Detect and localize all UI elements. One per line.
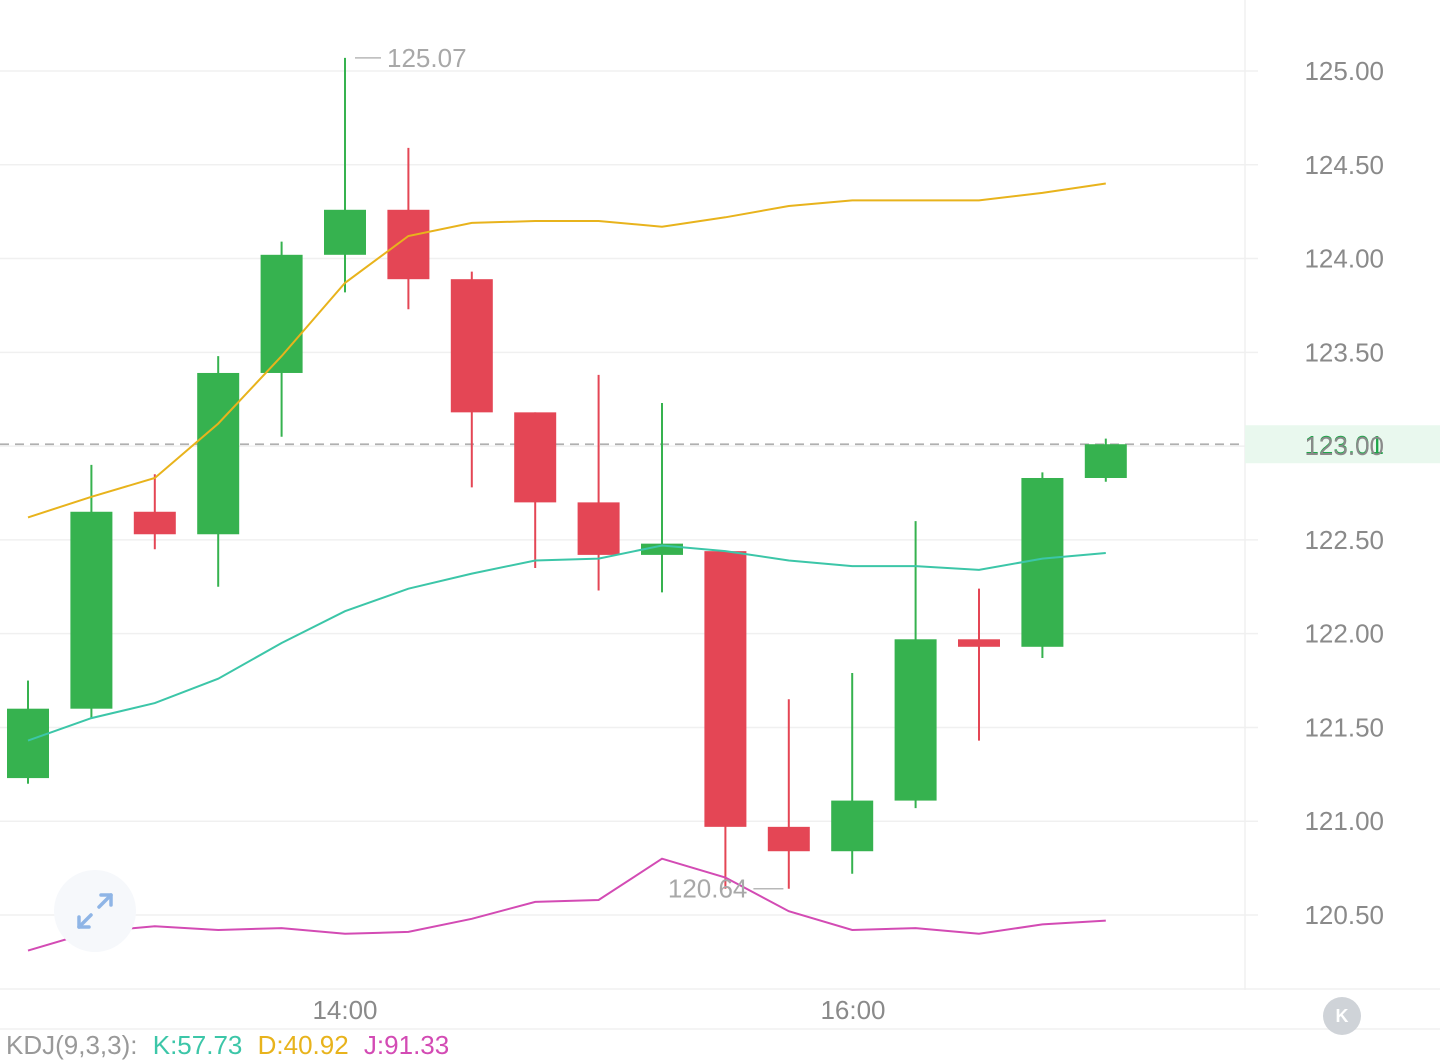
candle-down xyxy=(767,699,810,889)
price-tick-label: 123.50 xyxy=(1304,337,1384,367)
candle-body xyxy=(577,502,620,555)
time-axis: 14:00 16:00 xyxy=(312,995,885,1025)
expand-arrows-icon xyxy=(77,893,113,929)
candle-up xyxy=(324,57,366,293)
candle-down xyxy=(704,551,747,889)
current-price-line: 123.01 xyxy=(0,425,1440,464)
candle-body xyxy=(450,279,493,413)
candle-body xyxy=(1021,477,1064,647)
indicator-k-value: K:57.73 xyxy=(152,1030,243,1060)
price-axis: 125.00 124.50 124.00 123.50 123.00 122.50 122.… xyxy=(1304,56,1384,930)
price-tick-label: 121.50 xyxy=(1304,712,1384,742)
price-tick-label: 124.00 xyxy=(1304,244,1384,274)
candle-body xyxy=(514,412,557,503)
expand-button[interactable] xyxy=(54,870,136,952)
time-tick-label: 16:00 xyxy=(820,995,885,1025)
price-markers: 125.07 120.64 xyxy=(355,43,784,904)
ma-line-yellow xyxy=(27,182,1106,519)
candle-down xyxy=(450,271,493,488)
candle-body xyxy=(958,639,1000,647)
candle-body xyxy=(387,209,430,280)
candle-down xyxy=(577,374,620,591)
candle-down xyxy=(514,412,557,569)
candle-body xyxy=(767,826,810,852)
candle-body xyxy=(1084,444,1127,478)
price-tick-label: 122.50 xyxy=(1304,525,1384,555)
price-tick-label: 123.00 xyxy=(1304,431,1384,461)
candle-body xyxy=(260,254,303,373)
candle-up xyxy=(70,464,113,719)
high-price-marker: 125.07 xyxy=(387,43,467,73)
price-tick-label: 124.50 xyxy=(1304,150,1384,180)
candle-up xyxy=(260,241,303,437)
indicator-d-value: D:40.92 xyxy=(257,1030,349,1060)
price-tick-label: 120.50 xyxy=(1304,900,1384,930)
candle-down xyxy=(958,588,1000,741)
candle-down xyxy=(387,147,430,310)
candle-body xyxy=(197,372,240,535)
candle-body xyxy=(70,511,113,709)
kdj-line-magenta xyxy=(27,857,1106,952)
candle-up xyxy=(831,673,874,874)
k-line-toggle-button[interactable]: K xyxy=(1323,997,1361,1035)
grid-lines xyxy=(0,0,1440,1030)
indicator-name: KDJ(9,3,3): xyxy=(6,1030,138,1060)
current-price-label: 123.01 xyxy=(1304,430,1384,460)
candle-up xyxy=(7,680,49,784)
candle-up xyxy=(1084,438,1127,482)
candle-body xyxy=(641,543,683,555)
k-button-label: K xyxy=(1335,1005,1349,1026)
candle-up xyxy=(197,356,240,587)
candle-up xyxy=(894,521,937,809)
low-price-marker: 120.64 xyxy=(668,874,748,904)
price-tick-label: 121.00 xyxy=(1304,806,1384,836)
current-price-badge xyxy=(1245,425,1440,464)
ma-line-teal xyxy=(27,544,1106,742)
candle-body xyxy=(704,551,747,827)
price-tick-label: 125.00 xyxy=(1304,56,1384,86)
candle-up xyxy=(641,402,683,593)
candle-up xyxy=(1021,472,1064,659)
candles xyxy=(7,57,1127,889)
candle-body xyxy=(324,209,366,255)
candle-body xyxy=(831,800,874,852)
candle-body xyxy=(894,639,937,801)
indicator-lines xyxy=(27,182,1106,952)
candle-body xyxy=(133,511,176,535)
candle-down xyxy=(133,474,176,550)
indicator-summary: KDJ(9,3,3): K:57.73 D:40.92 J:91.33 xyxy=(6,1030,457,1061)
price-tick-label: 122.00 xyxy=(1304,619,1384,649)
time-tick-label: 14:00 xyxy=(312,995,377,1025)
candle-body xyxy=(7,708,49,779)
indicator-j-value: J:91.33 xyxy=(363,1030,450,1060)
